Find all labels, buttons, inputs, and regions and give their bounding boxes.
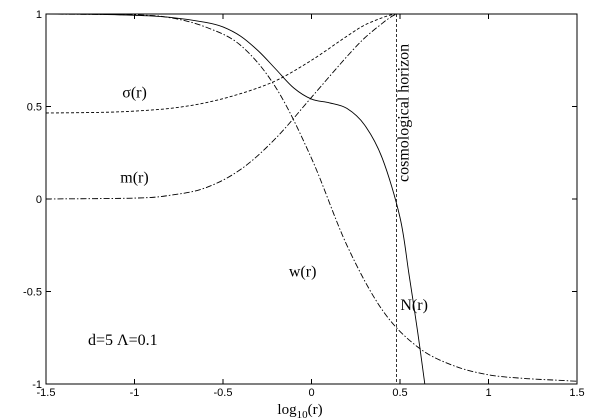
y-tick-label: -0.5	[23, 287, 42, 299]
cosmological-horizon-label: cosmological horizon	[395, 44, 412, 182]
plot-frame	[45, 13, 578, 385]
series-label: N(r)	[400, 297, 428, 314]
y-tick-label: 0	[36, 194, 42, 206]
series-line-mr	[45, 13, 397, 200]
series-line-wr	[45, 13, 578, 382]
y-tick-label: -1	[32, 379, 42, 391]
series-label: m(r)	[120, 169, 148, 186]
series-line-r	[45, 13, 401, 114]
curve-group	[45, 13, 578, 385]
series-labels: σ(r) m(r) w(r) N(r)	[120, 84, 428, 314]
series-line-nr	[45, 13, 426, 385]
tick-group: -1.5 -1 -0.5 0 0.5 1 1.5-1-0.500.51	[23, 9, 585, 399]
x-tick-label: -1	[130, 387, 140, 399]
y-tick-label: 1	[36, 9, 42, 21]
parameter-annotation: d=5 Λ=0.1	[88, 332, 158, 349]
x-tick-label: 0.5	[392, 387, 407, 399]
x-axis-label: log10(r)	[277, 402, 322, 420]
x-tick-label: 1.5	[569, 387, 584, 399]
x-tick-label: -0.5	[214, 387, 233, 399]
x-tick-label: 1	[485, 387, 491, 399]
x-tick-label: -1.5	[37, 387, 56, 399]
x-tick-label: 0	[308, 387, 314, 399]
series-label: σ(r)	[122, 84, 147, 101]
series-label: w(r)	[289, 264, 317, 281]
y-tick-label: 0.5	[27, 102, 42, 114]
